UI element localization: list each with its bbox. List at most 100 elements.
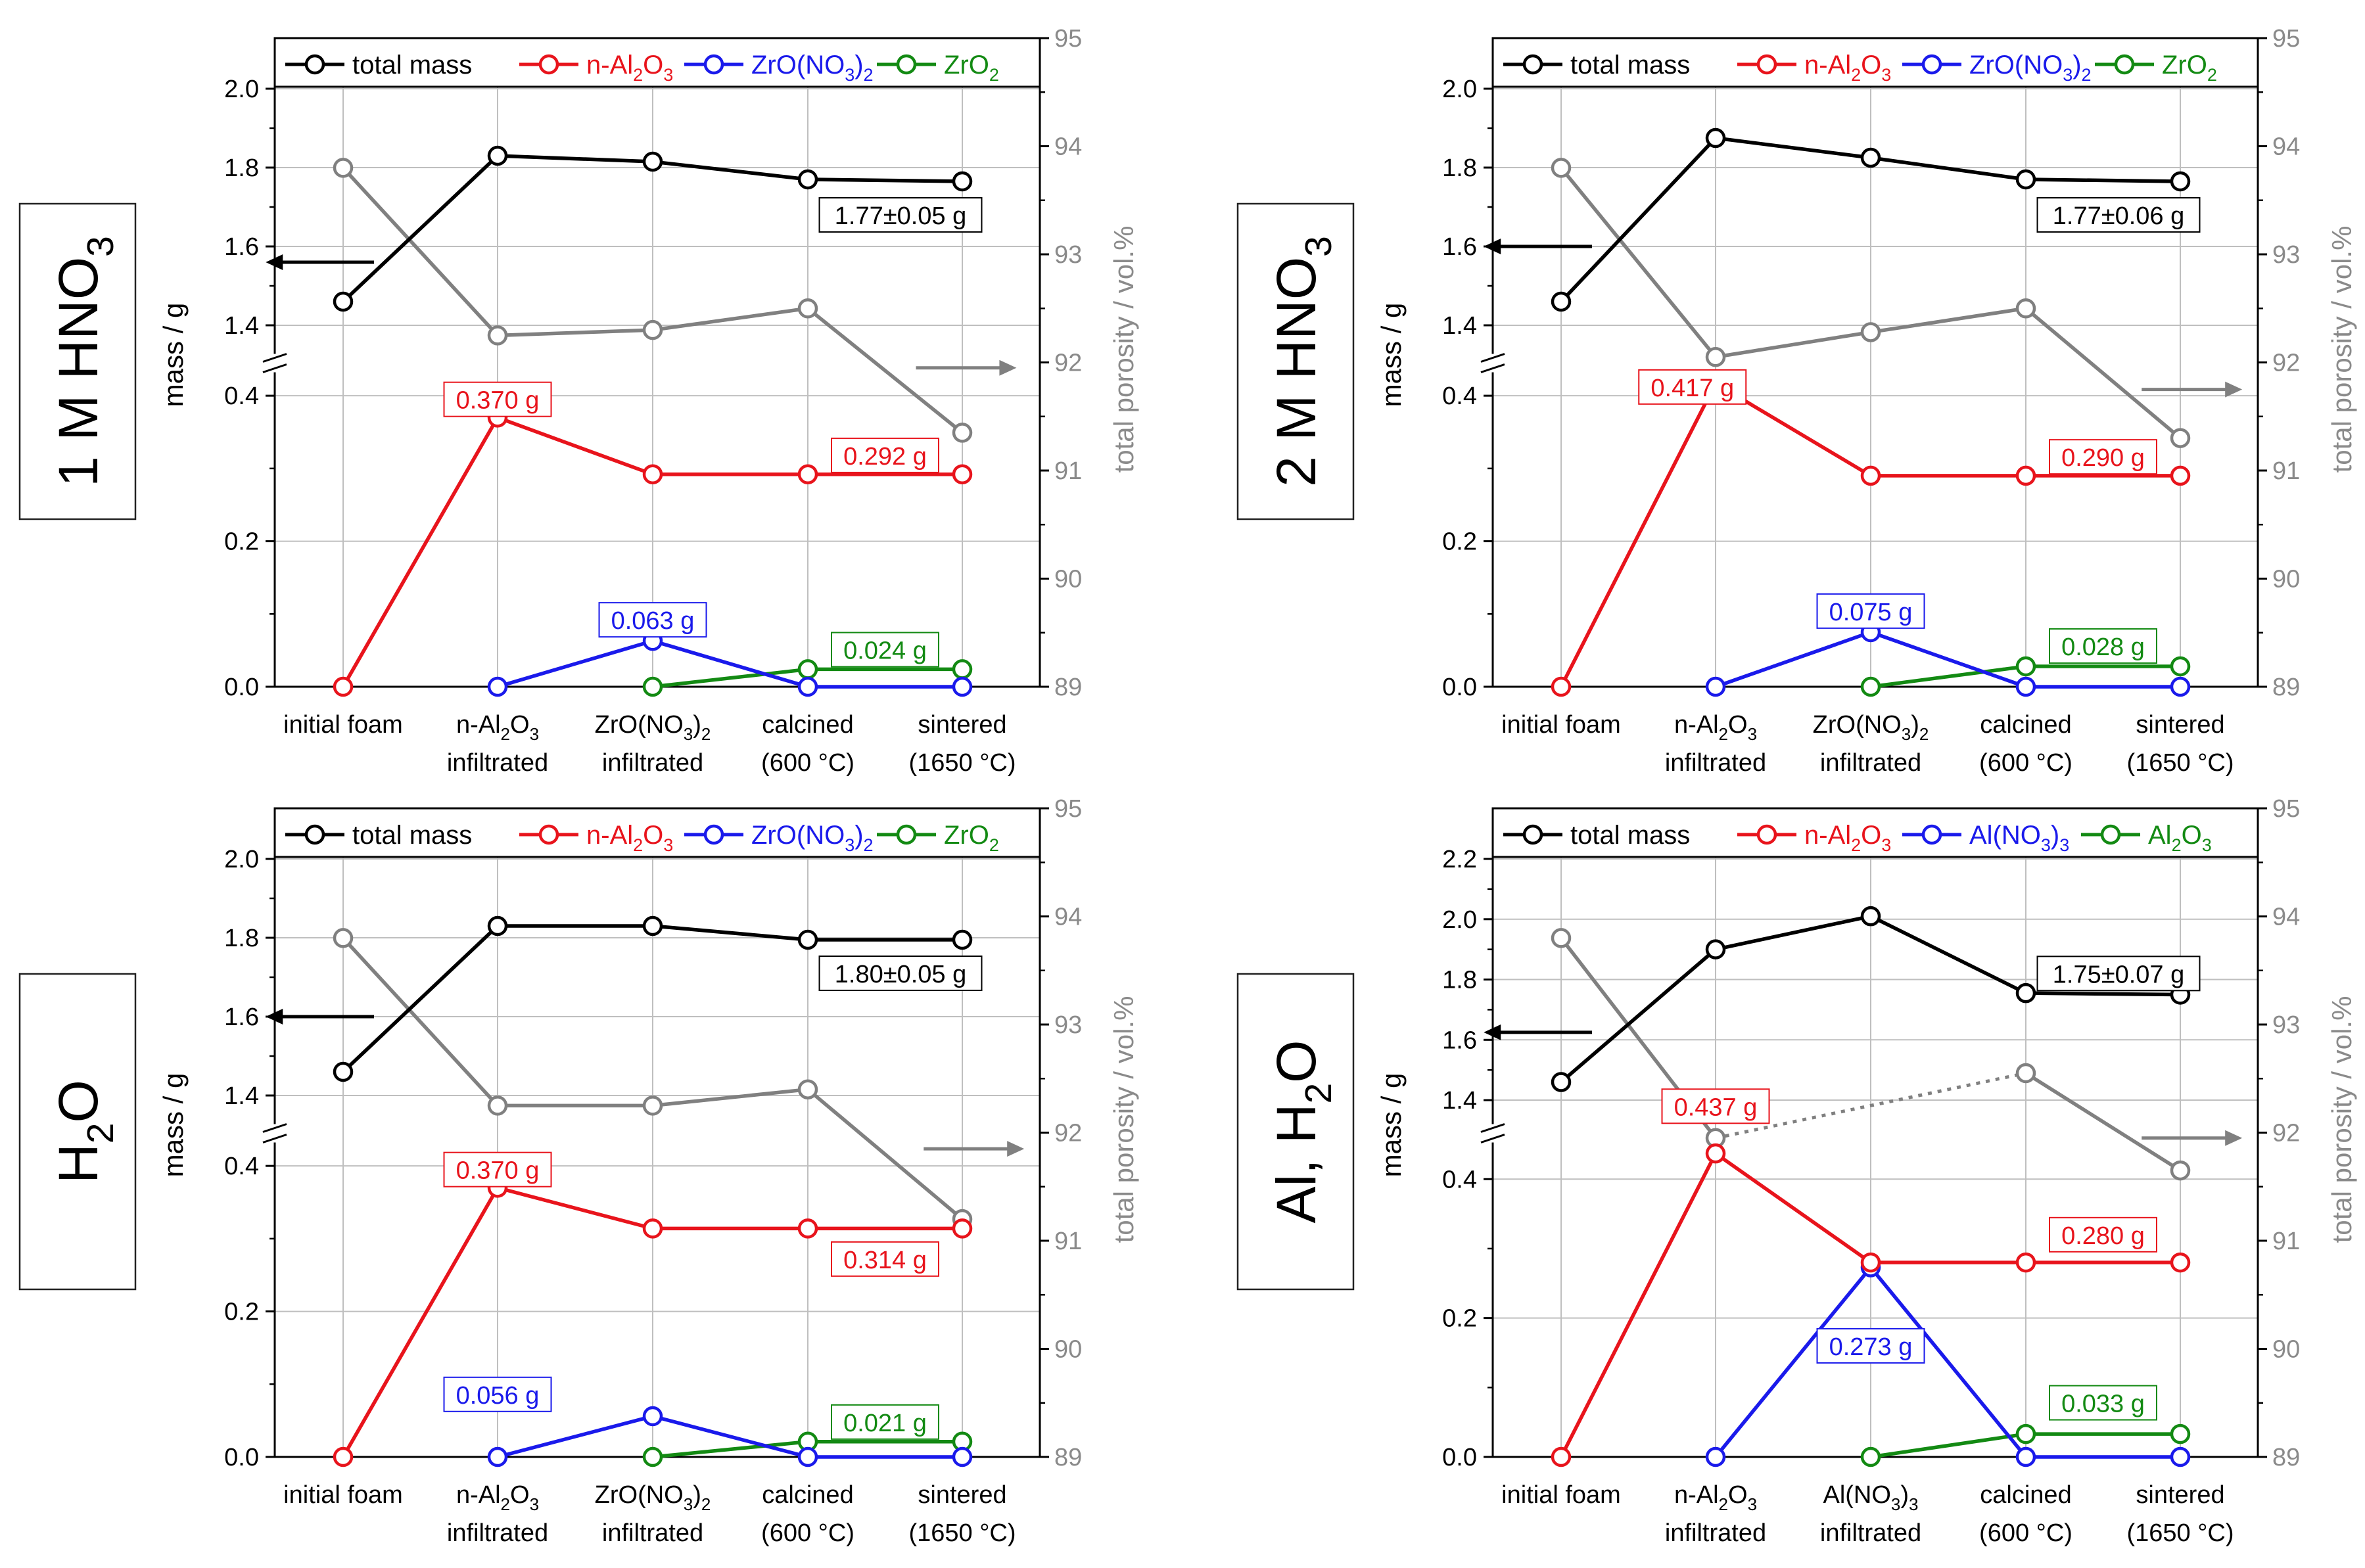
series-point-2 xyxy=(2015,1446,2036,1467)
y-left-tick-label: 1.6 xyxy=(224,1003,259,1031)
text-run: infiltrated xyxy=(602,749,703,777)
text-run: ) xyxy=(1900,1481,1909,1509)
chart-panel-2: 2 M HNO31.41.61.82.00.00.20.489909192939… xyxy=(1236,25,2357,777)
legend-marker xyxy=(538,54,559,75)
subscript: 3 xyxy=(1298,236,1340,257)
text-run: ) xyxy=(855,821,863,850)
x-category-label: sintered xyxy=(2136,1481,2224,1509)
text-run: (1650 °C) xyxy=(908,1519,1016,1547)
series-line-1 xyxy=(1559,382,1718,688)
panel-label-box xyxy=(1236,202,1355,520)
series-point-0 xyxy=(1705,127,1726,149)
x-category-label: initial foam xyxy=(283,711,403,739)
legend-marker xyxy=(2114,54,2135,75)
x-category-label: n-Al2O3 xyxy=(1674,1481,1757,1514)
y-left-axis-title: mass / g xyxy=(1376,1073,1407,1178)
legend-label: Al(NO3)3 xyxy=(1969,821,2069,855)
y-right-tick-label: 95 xyxy=(1054,795,1082,823)
series-point-0 xyxy=(2015,169,2036,190)
y-right-tick-label: 94 xyxy=(2272,904,2300,931)
y-right-tick-label: 89 xyxy=(2272,674,2300,701)
series-point-1 xyxy=(2170,465,2191,486)
chart-panel-3: H2O 1.41.61.82.00.00.20.489909192939495ma… xyxy=(18,795,1139,1547)
text-run: O xyxy=(643,821,663,850)
text-run: O xyxy=(1728,1481,1748,1509)
text-run: sintered xyxy=(2136,711,2224,739)
plot-frame xyxy=(273,37,1041,688)
x-category-label: ZrO(NO3)2 xyxy=(595,1481,711,1514)
axis-break-mark xyxy=(262,363,287,373)
legend-marker xyxy=(1756,54,1777,75)
series-point-3 xyxy=(2170,656,2191,677)
series-line-3 xyxy=(652,667,808,689)
series-point-1 xyxy=(952,1218,973,1239)
series-line-4 xyxy=(2025,307,2182,440)
y-left-tick-label: 0.2 xyxy=(1442,528,1477,556)
series-line-4 xyxy=(652,1087,808,1108)
y-right-tick-label: 90 xyxy=(2272,566,2300,593)
x-category-label: infiltrated xyxy=(602,1519,703,1547)
y-left-tick-label: 1.8 xyxy=(1442,154,1477,182)
text-run: O xyxy=(1728,711,1748,739)
text-run: sintered xyxy=(918,1481,1006,1509)
subscript: 3 xyxy=(530,1494,539,1514)
text-run: ZrO(NO xyxy=(751,51,845,80)
series-point-4 xyxy=(1705,347,1726,367)
series-point-4 xyxy=(2170,1160,2191,1181)
data-label-box xyxy=(1638,369,1747,405)
data-label-box xyxy=(2049,439,2157,475)
series-point-3 xyxy=(2015,1423,2036,1444)
series-line-0 xyxy=(652,924,808,942)
data-label: 1.75±0.07 g xyxy=(2053,961,2184,988)
data-label: 0.370 g xyxy=(456,1157,540,1185)
data-label-box xyxy=(831,632,939,668)
y-left-tick-label: 1.8 xyxy=(1442,967,1477,994)
series-line-2 xyxy=(1714,1266,1873,1458)
series-point-2 xyxy=(2170,676,2191,697)
y-left-tick-label: 1.6 xyxy=(224,233,259,261)
data-label: 0.370 g xyxy=(456,387,540,415)
text-run: (1650 °C) xyxy=(2126,1519,2234,1547)
x-category-label: sintered xyxy=(2136,711,2224,739)
series-line-0 xyxy=(1560,137,1717,303)
x-category-label: (600 °C) xyxy=(1979,1519,2072,1547)
axis-pointer-arrowhead xyxy=(1007,1141,1025,1157)
series-point-3 xyxy=(2015,656,2036,677)
y-left-tick-label: 0.4 xyxy=(1442,382,1477,410)
text-run: O xyxy=(1861,821,1881,850)
data-label-box xyxy=(443,1151,552,1188)
panel-label-box xyxy=(18,973,137,1291)
text-run: calcined xyxy=(1980,1481,2071,1509)
data-label: 1.77±0.05 g xyxy=(835,202,966,230)
series-dotted-line xyxy=(1715,1071,2026,1140)
x-category-label: infiltrated xyxy=(1665,749,1766,777)
legend-label: ZrO(NO3)2 xyxy=(751,821,874,855)
x-category-label: (1650 °C) xyxy=(2126,1519,2234,1547)
series-point-0 xyxy=(1705,939,1726,959)
data-label-box xyxy=(443,1376,552,1412)
series-point-0 xyxy=(1860,906,1881,927)
text-run: H xyxy=(47,1143,109,1184)
y-right-tick-label: 94 xyxy=(1054,133,1082,161)
series-point-4 xyxy=(333,928,354,948)
series-point-1 xyxy=(952,464,973,484)
x-category-label: n-Al2O3 xyxy=(456,1481,539,1514)
series-point-2 xyxy=(2015,676,2036,697)
y-right-tick-label: 94 xyxy=(1054,904,1082,931)
x-category-label: calcined xyxy=(1980,1481,2071,1509)
data-label: 0.033 g xyxy=(2061,1391,2145,1418)
text-run: total mass xyxy=(1570,821,1690,850)
series-point-4 xyxy=(2170,428,2191,448)
series-point-0 xyxy=(487,145,508,166)
series-point-0 xyxy=(797,929,818,950)
series-point-1 xyxy=(1705,1143,1726,1164)
text-run: n-Al xyxy=(586,51,633,80)
x-category-label: sintered xyxy=(918,1481,1006,1509)
text-run: (600 °C) xyxy=(1979,749,2072,777)
axis-pointer-arrowhead xyxy=(2225,381,2243,398)
data-label: 1.80±0.05 g xyxy=(835,961,966,988)
series-point-0 xyxy=(952,929,973,950)
data-label-box xyxy=(598,602,707,638)
text-run: ZrO(NO xyxy=(751,821,845,850)
